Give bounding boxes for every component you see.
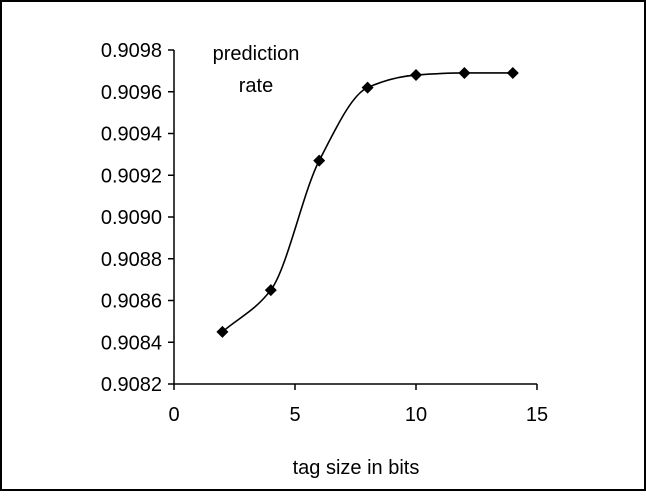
- y-tick-label: 0.9082: [101, 374, 162, 396]
- x-tick-label: 10: [405, 404, 427, 426]
- data-point-marker: [458, 66, 471, 79]
- y-tick-label: 0.9086: [101, 291, 162, 313]
- x-axis-title: tag size in bits: [293, 457, 420, 479]
- y-tick-label: 0.9094: [101, 124, 162, 146]
- data-point-marker: [264, 284, 277, 297]
- data-point-marker: [216, 325, 229, 338]
- x-ticks: 0 5 10 15: [168, 384, 548, 426]
- annotation-line-1: prediction: [213, 43, 300, 65]
- data-point-marker: [361, 81, 374, 94]
- y-ticks: 0.9082 0.9084 0.9086 0.9088 0.9090 0.9092 0.90…: [101, 40, 174, 396]
- y-tick-label: 0.9088: [101, 249, 162, 271]
- x-tick-label: 0: [168, 404, 179, 426]
- y-tick-label: 0.9084: [101, 332, 162, 354]
- data-point-marker: [506, 66, 519, 79]
- y-tick-label: 0.9090: [101, 207, 162, 229]
- series-markers: [216, 66, 519, 338]
- y-tick-label: 0.9092: [101, 165, 162, 187]
- x-tick-label: 15: [526, 404, 548, 426]
- y-tick-label: 0.9096: [101, 82, 162, 104]
- data-point-marker: [313, 154, 326, 167]
- x-tick-label: 5: [289, 404, 300, 426]
- annotation-line-2: rate: [239, 75, 273, 97]
- y-tick-label: 0.9098: [101, 40, 162, 62]
- data-point-marker: [410, 69, 422, 82]
